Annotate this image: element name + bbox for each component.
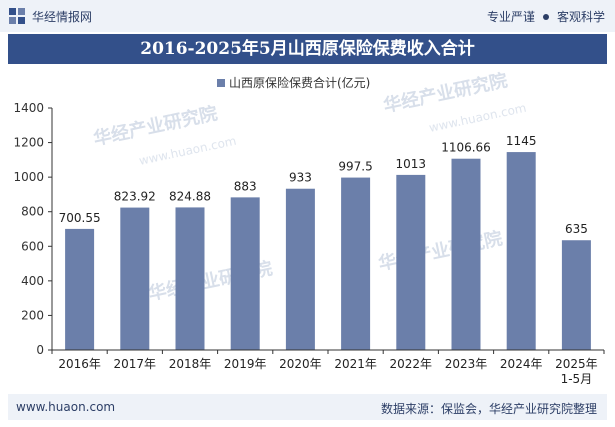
watermark-url-1: www.huaon.com [138,134,238,168]
tagline-right: 客观科学 [556,10,605,24]
x-tick-label: 2020年 [279,357,322,371]
y-tick-label: 800 [21,205,44,219]
x-tick-label: 2023年 [445,357,488,371]
bars: 700.55 823.92 824.88 883 933 997.5 1013 1106.66… [59,134,591,350]
data-label: 823.92 [114,190,156,204]
brand: 华经情报网 [8,7,92,25]
tagline: 专业严谨 客观科学 [487,8,605,25]
watermark-url-2: www.huaon.com [428,101,528,135]
bar [65,228,95,350]
y-tick-label: 1200 [13,136,44,150]
data-label: 883 [234,179,257,193]
y-tick-label: 0 [36,343,44,357]
data-label: 997.5 [338,160,372,174]
data-label: 1106.66 [441,141,491,155]
footer-website: www.huaon.com [16,400,116,414]
huajing-logo-icon [9,8,25,24]
bar [230,197,260,350]
y-tick-label: 200 [21,308,44,322]
x-tick-label: 2018年 [169,357,212,371]
bar [451,158,481,350]
bar [341,177,371,350]
data-label: 824.88 [169,189,211,203]
footer-source: 数据来源：保监会，华经产业研究院整理 [380,402,597,416]
header-bar: 华经情报网 专业严谨 客观科学 [0,0,615,32]
data-label: 1145 [506,134,537,148]
bar [285,188,315,350]
x-tick-label: 2021年 [334,357,377,371]
bar-chart: 华经产业研究院 www.huaon.com 华经产业研究院 www.huaon.… [13,69,605,386]
x-tick-label: 2024年 [500,357,543,371]
y-tick-label: 1400 [13,101,44,115]
x-tick-label: 2022年 [390,357,433,371]
bar [175,207,205,350]
footer-bar: www.huaon.com 数据来源：保监会，华经产业研究院整理 [8,394,607,420]
chart-title: 2016-2025年5月山西原保险保费收入合计 [140,39,475,59]
x-tick-label: 2019年 [224,357,267,371]
separator-dot-icon [542,13,549,20]
watermark-text-4: 华经产业研究院 [376,227,504,275]
bar [561,240,591,350]
x-tick-label: 2017年 [114,357,157,371]
legend-label: 山西原保险保费合计(亿元) [229,75,370,90]
x-tick-label: 2016年 [58,357,101,371]
y-tick-label: 400 [21,274,44,288]
y-tick-label: 1000 [13,170,44,184]
bar [396,174,426,350]
legend: 山西原保险保费合计(亿元) [217,75,370,90]
data-label: 635 [565,222,588,236]
data-label: 1013 [396,157,427,171]
legend-swatch [217,79,225,87]
bar [120,207,150,350]
bar [506,152,536,350]
y-tick-label: 600 [21,239,44,253]
y-axis: 0 200 400 600 800 1000 1200 1400 [13,101,53,357]
brand-name: 华经情报网 [32,9,93,24]
tagline-left: 专业严谨 [486,10,535,24]
title-bar: 2016-2025年5月山西原保险保费收入合计 [8,34,607,64]
x-tick-label: 2025年 1-5月 [555,357,598,386]
data-label: 933 [289,171,312,185]
data-label: 700.55 [59,211,101,225]
x-axis: 2016年 2017年 2018年 2019年 2020年 2021年 2022年 2023年… [51,349,605,386]
